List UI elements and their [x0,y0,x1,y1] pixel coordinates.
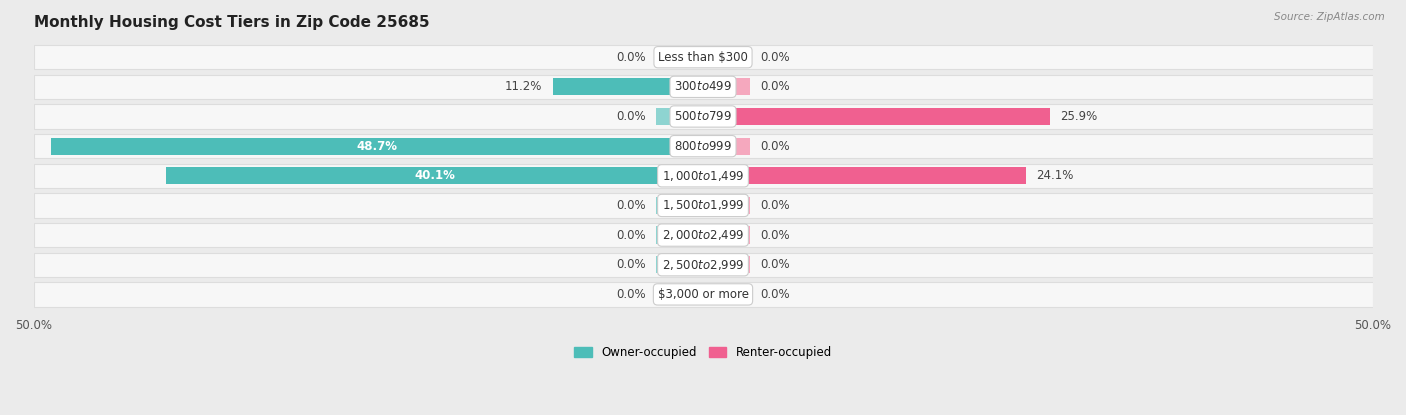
Text: 0.0%: 0.0% [616,258,645,271]
Bar [34,75,1372,99]
Bar [703,137,749,155]
Bar [703,108,1050,125]
Bar [34,193,1372,217]
Text: $500 to $799: $500 to $799 [673,110,733,123]
Bar [34,134,1372,158]
Text: $2,500 to $2,999: $2,500 to $2,999 [662,258,744,272]
Text: 0.0%: 0.0% [616,110,645,123]
Text: 11.2%: 11.2% [505,81,543,93]
Text: 24.1%: 24.1% [1036,169,1074,182]
Bar [657,256,703,273]
Text: 0.0%: 0.0% [761,288,790,301]
Bar [657,197,703,214]
Text: $1,500 to $1,999: $1,500 to $1,999 [662,198,744,212]
Bar [34,223,1372,247]
Bar [703,167,1026,184]
Bar [703,78,749,95]
Text: 0.0%: 0.0% [761,139,790,153]
Bar [51,137,703,155]
Text: $1,000 to $1,499: $1,000 to $1,499 [662,169,744,183]
Text: 0.0%: 0.0% [761,229,790,242]
Bar [34,164,1372,188]
Text: 0.0%: 0.0% [761,258,790,271]
Text: 0.0%: 0.0% [761,51,790,63]
Text: 0.0%: 0.0% [761,199,790,212]
Text: 48.7%: 48.7% [357,139,398,153]
Bar [657,108,703,125]
Bar [34,45,1372,69]
Text: 0.0%: 0.0% [616,51,645,63]
Text: $800 to $999: $800 to $999 [673,139,733,153]
Bar [703,286,749,303]
Text: Less than $300: Less than $300 [658,51,748,63]
Bar [657,227,703,244]
Text: 25.9%: 25.9% [1060,110,1098,123]
Bar [553,78,703,95]
Text: 0.0%: 0.0% [616,199,645,212]
Text: $3,000 or more: $3,000 or more [658,288,748,301]
Bar [657,49,703,66]
Text: Monthly Housing Cost Tiers in Zip Code 25685: Monthly Housing Cost Tiers in Zip Code 2… [34,15,429,30]
Text: $2,000 to $2,499: $2,000 to $2,499 [662,228,744,242]
Text: 40.1%: 40.1% [415,169,456,182]
Text: 0.0%: 0.0% [616,229,645,242]
Bar [166,167,703,184]
Bar [34,253,1372,277]
Bar [34,282,1372,307]
Bar [34,104,1372,129]
Bar [657,286,703,303]
Bar [703,256,749,273]
Text: Source: ZipAtlas.com: Source: ZipAtlas.com [1274,12,1385,22]
Bar [703,197,749,214]
Bar [703,227,749,244]
Text: 0.0%: 0.0% [616,288,645,301]
Text: 0.0%: 0.0% [761,81,790,93]
Legend: Owner-occupied, Renter-occupied: Owner-occupied, Renter-occupied [569,342,837,364]
Text: $300 to $499: $300 to $499 [673,81,733,93]
Bar [703,49,749,66]
